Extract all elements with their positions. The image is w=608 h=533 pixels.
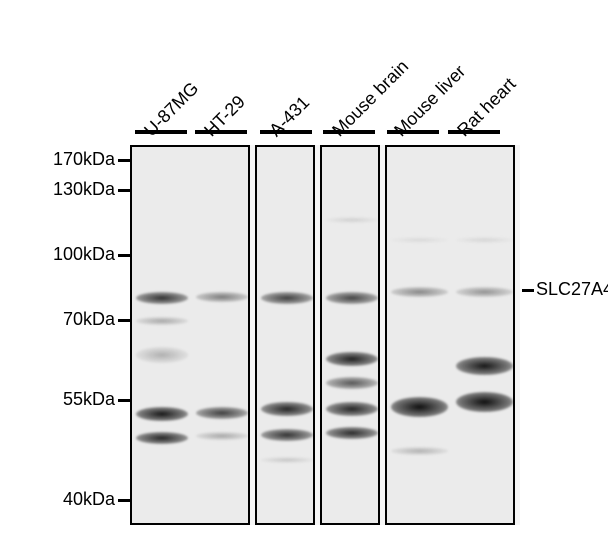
band <box>456 237 513 243</box>
blot-panel <box>130 145 250 525</box>
mw-label: 130kDa <box>53 179 115 200</box>
lane-bar <box>448 130 500 134</box>
mw-label: 55kDa <box>63 389 115 410</box>
mw-tick <box>118 159 130 162</box>
band <box>136 317 188 325</box>
band <box>326 402 378 416</box>
band <box>196 432 248 440</box>
blot-panel <box>255 145 315 525</box>
band <box>196 407 248 419</box>
band <box>261 429 313 441</box>
band <box>456 357 513 375</box>
band <box>391 287 448 297</box>
lane-bar <box>135 130 187 134</box>
band <box>326 377 378 389</box>
band <box>261 402 313 416</box>
mw-label: 40kDa <box>63 489 115 510</box>
mw-tick <box>118 189 130 192</box>
mw-label: 70kDa <box>63 309 115 330</box>
band <box>326 292 378 304</box>
lane-bar <box>260 130 312 134</box>
band <box>391 397 448 417</box>
target-tick <box>522 289 534 292</box>
target-label: SLC27A4 <box>536 279 608 300</box>
band <box>391 447 448 455</box>
band <box>261 292 313 304</box>
mw-tick <box>118 399 130 402</box>
blot-panel <box>385 145 515 525</box>
lane-bar <box>387 130 439 134</box>
band <box>326 427 378 439</box>
band <box>136 347 188 363</box>
band <box>326 217 378 223</box>
blot-panel <box>320 145 380 525</box>
mw-label: 100kDa <box>53 244 115 265</box>
mw-label: 170kDa <box>53 149 115 170</box>
mw-tick <box>118 319 130 322</box>
band <box>456 392 513 412</box>
blot-figure: U-87MG HT-29 A-431 Mouse brain Mouse liv… <box>0 0 608 533</box>
blot-area <box>130 145 520 525</box>
lane-bar <box>323 130 375 134</box>
band <box>196 292 248 302</box>
band <box>391 237 448 243</box>
band <box>456 287 513 297</box>
band <box>136 432 188 444</box>
mw-tick <box>118 499 130 502</box>
band <box>326 352 378 366</box>
band <box>136 407 188 421</box>
band <box>261 457 313 463</box>
lane-bar <box>195 130 247 134</box>
mw-tick <box>118 254 130 257</box>
band <box>136 292 188 304</box>
